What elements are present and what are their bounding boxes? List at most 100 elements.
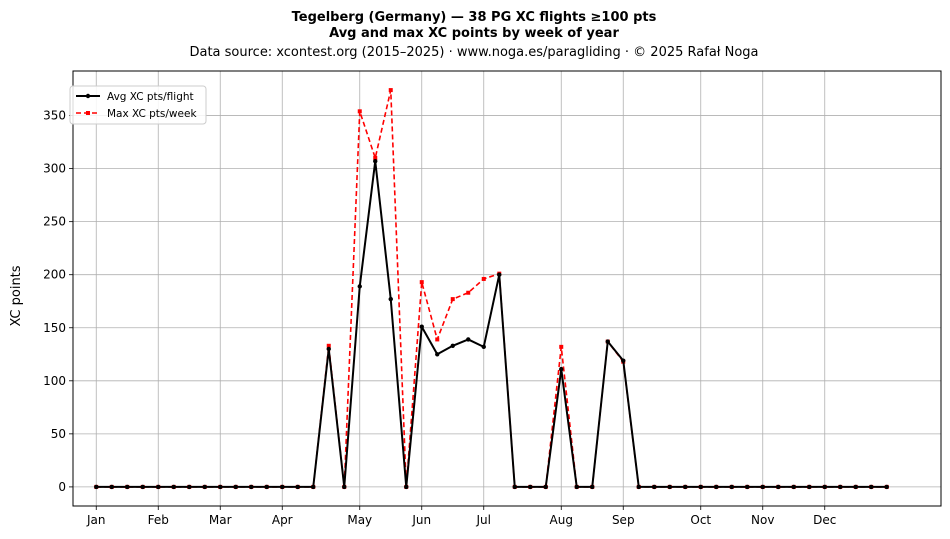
data-point-avg [109,484,114,490]
data-point-avg [497,272,502,277]
y-tick-label: 200 [43,268,66,282]
data-point-max [373,156,378,160]
data-point-avg [342,484,347,490]
legend-label-avg: Avg XC pts/flight [107,91,194,103]
x-tick-label-sep: Sep [612,513,635,527]
data-point-avg [822,484,827,490]
data-point-avg [590,484,595,490]
series-line-avg [96,160,887,488]
legend-box [69,85,207,125]
data-point-avg [869,484,874,490]
grid-lines [73,71,941,506]
data-point-avg [574,484,579,490]
data-point-avg [807,484,812,490]
data-point-avg [373,158,378,164]
data-point-avg [326,346,331,352]
data-point-avg [512,484,517,490]
data-point-avg [559,366,564,372]
data-point-avg [776,484,781,490]
data-point-max [435,337,440,342]
y-tick-label: 0 [58,480,66,494]
data-point-avg [311,484,316,490]
data-point-avg [156,484,161,490]
data-point-avg [698,484,703,490]
legend-label-max: Max XC pts/week [107,108,197,120]
data-point-avg [419,324,424,329]
data-point-avg [683,484,688,490]
data-point-avg [543,484,548,490]
series-layer [94,88,889,490]
data-point-avg [884,484,889,490]
data-point-avg [357,284,362,289]
data-point-avg [621,358,626,363]
data-point-avg [667,484,672,490]
data-point-max [357,109,362,114]
x-tick-label-dec: Dec [813,513,836,527]
series-line-max [96,89,887,488]
data-point-avg [636,484,641,490]
tick-labels: 0 50 100 150 200 250 300 350 Jan Feb Mar Apr May Jun J… [43,109,836,527]
data-point-avg [94,484,99,490]
data-point-avg [187,484,192,490]
axes [69,70,942,510]
data-point-avg [450,343,455,348]
plot-frame [72,70,942,507]
y-tick-label: 300 [43,162,66,176]
y-tick-label: 150 [43,321,66,335]
data-point-max [450,297,455,302]
data-point-avg [466,337,471,342]
data-point-max [388,88,393,93]
data-point-avg [171,484,176,490]
y-tick-label: 350 [43,109,66,123]
data-point-avg [388,296,393,302]
data-point-avg [853,484,858,490]
data-point-avg [729,484,734,490]
data-point-avg [481,344,486,350]
y-axis-label: XC points [9,265,24,326]
x-tick-label-may: May [347,513,372,527]
data-point-avg [714,484,719,490]
data-point-avg [605,339,610,344]
data-point-avg [280,484,285,490]
x-tick-label-nov: Nov [751,513,774,527]
data-point-avg [652,484,657,490]
legend-marker-max [86,111,90,115]
x-tick-label-mar: Mar [209,513,232,527]
data-point-max [481,276,486,281]
data-point-avg [264,484,269,490]
y-tick-label: 250 [43,215,66,229]
data-point-avg [760,484,765,490]
chart-source-line: Data source: xcontest.org (2015–2025) · … [189,45,758,60]
data-point-avg [218,484,223,490]
legend-marker-avg [85,93,91,99]
x-tick-label-jun: Jun [411,513,431,527]
data-point-avg [249,484,254,490]
data-point-avg [404,484,409,490]
data-point-max [466,290,471,295]
data-point-avg [435,352,440,357]
data-point-avg [791,484,796,490]
data-point-avg [140,484,145,490]
x-tick-label-jan: Jan [86,513,106,527]
data-point-avg [528,484,533,490]
chart-title: Tegelberg (Germany) — 38 PG XC flights ≥… [292,10,657,25]
data-point-max [419,280,424,285]
y-tick-label: 50 [51,427,66,441]
x-tick-label-aug: Aug [550,513,573,527]
x-tick-label-jul: Jul [476,513,491,527]
legend: Avg XC pts/flight Max XC pts/week [69,85,207,125]
x-tick-label-feb: Feb [148,513,169,527]
x-tick-label-oct: Oct [690,513,711,527]
data-point-avg [125,484,130,490]
data-point-avg [233,484,238,490]
chart-subtitle: Avg and max XC points by week of year [329,26,619,41]
data-point-avg [295,484,300,490]
data-point-avg [745,484,750,490]
x-tick-label-apr: Apr [272,513,293,527]
y-tick-label: 100 [43,374,66,388]
data-point-max [326,343,331,348]
data-point-avg [838,484,843,490]
data-point-max [559,344,564,349]
data-point-avg [202,484,207,490]
